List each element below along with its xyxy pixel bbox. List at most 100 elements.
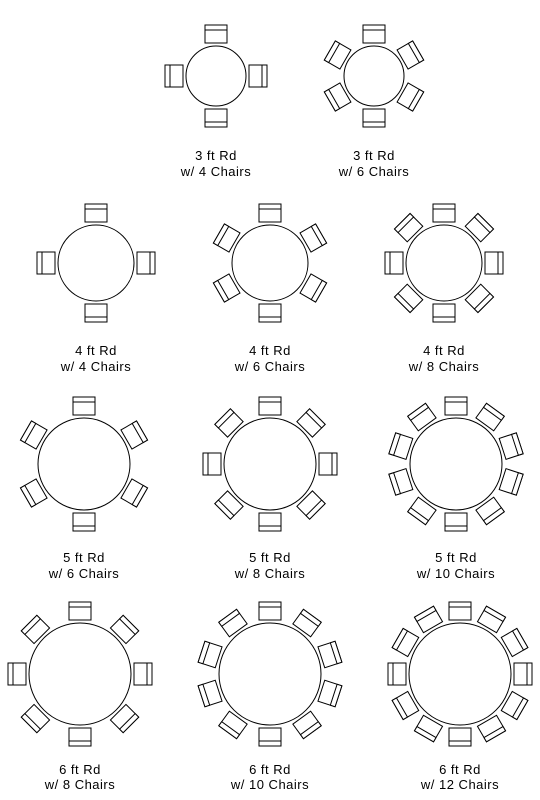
chair-icon: [85, 204, 107, 222]
diagram-cell: 3 ft Rdw/ 4 Chairs: [146, 6, 286, 179]
chair-icon: [37, 252, 55, 274]
chair-icon: [388, 663, 406, 685]
diagram-cell: 6 ft Rdw/ 8 Chairs: [0, 588, 166, 793]
chair-icon: [259, 513, 281, 531]
table-diagram: [186, 380, 354, 548]
chair-icon: [449, 728, 471, 746]
chair-icon: [69, 728, 91, 746]
caption-chairs: w/ 6 Chairs: [304, 164, 444, 180]
diagram-row: 4 ft Rdw/ 4 Chairs4 ft Rdw/ 6 Chairs4 ft…: [0, 185, 540, 374]
table-diagram: [0, 380, 168, 548]
table-diagram: [18, 185, 174, 341]
diagram-cell: 6 ft Rdw/ 12 Chairs: [374, 588, 540, 793]
caption-size: 6 ft Rd: [0, 762, 166, 778]
chair-icon: [449, 602, 471, 620]
chair-icon: [485, 252, 503, 274]
table-diagram: [374, 588, 540, 760]
chair-icon: [73, 513, 95, 531]
chair-icon: [73, 397, 95, 415]
table-diagram: [192, 185, 348, 341]
chair-icon: [205, 109, 227, 127]
chair-icon: [445, 397, 467, 415]
diagram-caption: 4 ft Rdw/ 4 Chairs: [18, 343, 174, 374]
caption-size: 6 ft Rd: [184, 762, 356, 778]
diagram-caption: 5 ft Rdw/ 10 Chairs: [372, 550, 540, 581]
chair-icon: [514, 663, 532, 685]
chair-icon: [259, 397, 281, 415]
diagram-cell: 3 ft Rdw/ 6 Chairs: [304, 6, 444, 179]
diagram-cell: 4 ft Rdw/ 4 Chairs: [18, 185, 174, 374]
diagram-cell: 4 ft Rdw/ 6 Chairs: [192, 185, 348, 374]
caption-chairs: w/ 6 Chairs: [192, 359, 348, 375]
caption-size: 4 ft Rd: [192, 343, 348, 359]
chair-icon: [249, 65, 267, 87]
diagram-cell: 4 ft Rdw/ 8 Chairs: [366, 185, 522, 374]
table-seating-diagram: 3 ft Rdw/ 4 Chairs3 ft Rdw/ 6 Chairs4 ft…: [0, 6, 540, 793]
chair-icon: [385, 252, 403, 274]
diagram-caption: 6 ft Rdw/ 8 Chairs: [0, 762, 166, 793]
chair-icon: [389, 433, 413, 459]
diagram-caption: 4 ft Rdw/ 6 Chairs: [192, 343, 348, 374]
chair-icon: [389, 469, 413, 495]
chair-icon: [499, 469, 523, 495]
diagram-cell: 6 ft Rdw/ 10 Chairs: [184, 588, 356, 793]
caption-size: 5 ft Rd: [372, 550, 540, 566]
round-table-icon: [58, 225, 134, 301]
caption-size: 6 ft Rd: [374, 762, 540, 778]
caption-size: 5 ft Rd: [0, 550, 168, 566]
caption-size: 4 ft Rd: [18, 343, 174, 359]
diagram-caption: 5 ft Rdw/ 6 Chairs: [0, 550, 168, 581]
round-table-icon: [38, 418, 130, 510]
chair-icon: [8, 663, 26, 685]
round-table-icon: [224, 418, 316, 510]
chair-icon: [259, 204, 281, 222]
chair-icon: [318, 641, 342, 667]
chair-icon: [134, 663, 152, 685]
chair-icon: [259, 728, 281, 746]
chair-icon: [319, 453, 337, 475]
caption-chairs: w/ 8 Chairs: [0, 777, 166, 793]
diagram-caption: 3 ft Rdw/ 6 Chairs: [304, 148, 444, 179]
table-diagram: [146, 6, 286, 146]
round-table-icon: [29, 623, 131, 725]
caption-size: 3 ft Rd: [304, 148, 444, 164]
caption-size: 5 ft Rd: [186, 550, 354, 566]
table-diagram: [372, 380, 540, 548]
chair-icon: [85, 304, 107, 322]
chair-icon: [363, 25, 385, 43]
caption-chairs: w/ 8 Chairs: [186, 566, 354, 582]
chair-icon: [433, 304, 455, 322]
caption-chairs: w/ 10 Chairs: [372, 566, 540, 582]
caption-chairs: w/ 6 Chairs: [0, 566, 168, 582]
round-table-icon: [410, 418, 502, 510]
caption-chairs: w/ 12 Chairs: [374, 777, 540, 793]
chair-icon: [205, 25, 227, 43]
chair-icon: [433, 204, 455, 222]
chair-icon: [165, 65, 183, 87]
caption-chairs: w/ 4 Chairs: [18, 359, 174, 375]
diagram-caption: 6 ft Rdw/ 12 Chairs: [374, 762, 540, 793]
caption-size: 3 ft Rd: [146, 148, 286, 164]
table-diagram: [0, 588, 166, 760]
chair-icon: [259, 304, 281, 322]
round-table-icon: [232, 225, 308, 301]
diagram-caption: 5 ft Rdw/ 8 Chairs: [186, 550, 354, 581]
round-table-icon: [186, 46, 246, 106]
diagram-cell: 5 ft Rdw/ 10 Chairs: [372, 380, 540, 581]
diagram-caption: 6 ft Rdw/ 10 Chairs: [184, 762, 356, 793]
chair-icon: [137, 252, 155, 274]
diagram-row: 3 ft Rdw/ 4 Chairs3 ft Rdw/ 6 Chairs: [0, 6, 540, 179]
caption-chairs: w/ 8 Chairs: [366, 359, 522, 375]
table-diagram: [366, 185, 522, 341]
chair-icon: [69, 602, 91, 620]
round-table-icon: [344, 46, 404, 106]
diagram-row: 5 ft Rdw/ 6 Chairs5 ft Rdw/ 8 Chairs5 ft…: [0, 380, 540, 581]
diagram-cell: 5 ft Rdw/ 6 Chairs: [0, 380, 168, 581]
chair-icon: [318, 680, 342, 706]
round-table-icon: [409, 623, 511, 725]
diagram-caption: 4 ft Rdw/ 8 Chairs: [366, 343, 522, 374]
round-table-icon: [219, 623, 321, 725]
caption-chairs: w/ 4 Chairs: [146, 164, 286, 180]
diagram-caption: 3 ft Rdw/ 4 Chairs: [146, 148, 286, 179]
chair-icon: [499, 433, 523, 459]
